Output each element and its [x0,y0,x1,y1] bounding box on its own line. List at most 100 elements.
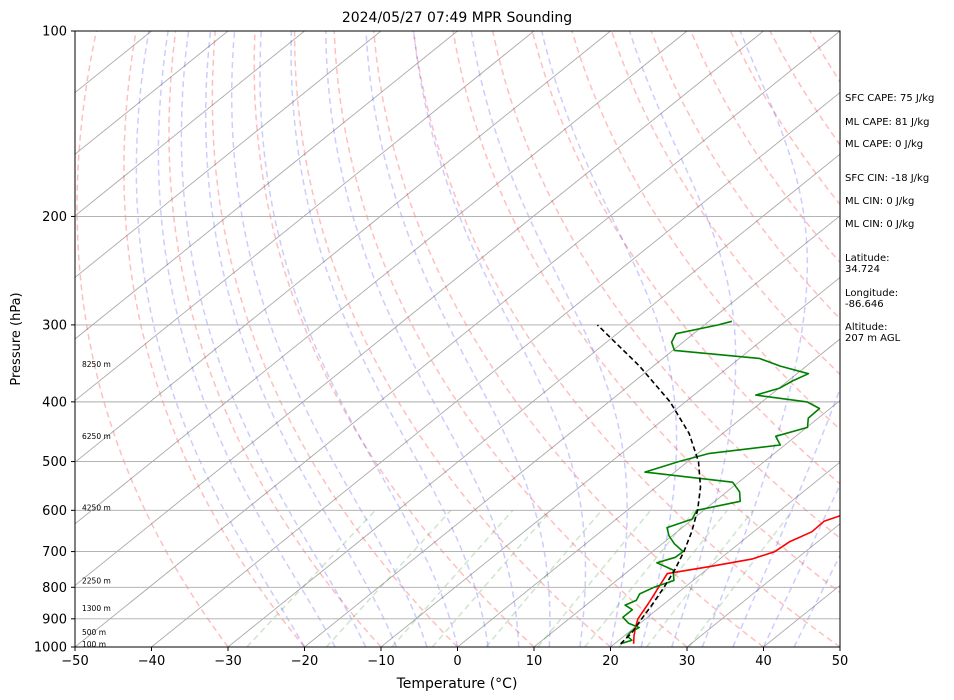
dry-adiabat [253,31,535,647]
isotherm [533,400,840,647]
x-tick-label: −30 [214,654,241,669]
y-tick-label: 100 [42,25,67,40]
height-label: 100 m [82,640,106,649]
longitude-text: Longitude: -86.646 [845,288,899,310]
dry-adiabat [333,31,688,647]
ml-cin-text-2: ML CIN: 0 J/kg [845,219,915,230]
ml-cape-text: ML CAPE: 81 J/kg [845,117,930,128]
height-label: 500 m [82,628,106,637]
dry-adiabat [211,31,459,647]
y-tick-label: 200 [42,210,67,225]
y-axis-ticks: 100 200 300 400 500 600 700 800 900 1000 [34,25,75,656]
y-tick-label: 800 [42,581,67,596]
dry-adiabat [929,31,954,647]
isotherm [457,338,840,647]
dry-adiabat [293,31,611,647]
isotherm [75,31,382,278]
moist-adiabat [135,31,306,647]
altitude-text: Altitude: 207 m AGL [845,322,901,344]
y-tick-label: 300 [42,318,67,333]
isotherm [75,31,840,647]
pressure-grid [75,31,840,620]
parcel-profile-line [596,324,702,645]
mixing-ratio-line [391,509,514,647]
dry-adiabat [571,31,840,431]
x-tick-label: −40 [138,654,165,669]
isotherm [686,523,840,647]
moist-adiabat [732,386,840,647]
isotherm [227,153,840,647]
moist-adiabat [180,31,367,647]
x-tick-label: −10 [367,654,394,669]
x-axis-ticks: −50 −40 −30 −20 −10 0 10 20 30 40 50 [61,647,848,669]
height-label: 1300 m [82,604,111,613]
dry-adiabat [650,31,840,320]
y-tick-label: 1000 [34,641,67,656]
x-tick-label: 30 [679,654,696,669]
mixing-ratio-line [325,509,452,647]
x-tick-label: 10 [526,654,543,669]
isotherm [75,31,611,463]
x-tick-label: 40 [755,654,772,669]
y-axis-label: Pressure (hPa) [9,292,24,385]
temperature-line [632,514,840,644]
moist-adiabat [290,31,489,647]
ml-cin-text: ML CIN: 0 J/kg [845,196,915,207]
x-tick-label: −20 [291,654,318,669]
x-tick-label: −50 [61,654,88,669]
y-tick-label: 400 [42,395,67,410]
isotherm [75,31,229,155]
moist-adiabat [470,31,628,647]
isotherm [304,215,840,647]
height-labels: 100 m 500 m 1300 m 2250 m 4250 m 6250 m 8250 m [82,360,111,649]
mixing-ratio-line [485,509,603,647]
isotherm [75,31,458,340]
mixing-ratio-line [431,509,552,647]
moist-adiabat [412,31,587,647]
x-tick-label: 0 [453,654,461,669]
dry-adiabat [76,31,229,647]
isotherm [151,92,840,647]
isotherm [75,31,764,586]
moist-adiabat [157,31,336,647]
height-label: 4250 m [82,504,111,513]
latitude-text: Latitude: 34.724 [845,253,890,275]
isotherm [75,31,688,525]
moist-adiabat [701,31,809,647]
y-tick-label: 700 [42,545,67,560]
sfc-cin-text: SFC CIN: -18 J/kg [845,173,930,184]
height-label: 8250 m [82,360,111,369]
mixing-ratio-line [688,509,794,647]
sounding-traces [596,320,840,645]
y-tick-label: 600 [42,504,67,519]
sfc-cape-text: SFC CAPE: 75 J/kg [845,93,935,104]
x-tick-label: 20 [602,654,619,669]
dry-adiabat [412,31,840,647]
dewpoint-line [620,320,821,645]
x-tick-label: 50 [832,654,849,669]
dry-adiabat [168,31,382,647]
background-guide-lines [75,31,954,647]
height-label: 2250 m [82,577,111,586]
height-label: 6250 m [82,432,111,441]
y-tick-label: 900 [42,612,67,627]
mixing-ratio-line [537,509,652,647]
dry-adiabat [372,31,764,647]
isotherm [610,461,840,647]
isotherm [75,31,305,217]
chart-title: 2024/05/27 07:49 MPR Sounding [342,10,572,26]
dry-adiabat [123,31,306,647]
moist-adiabat [365,31,551,647]
x-axis-label: Temperature (°C) [396,676,518,692]
y-tick-label: 500 [42,455,67,470]
moist-adiabat [259,31,459,647]
mixing-ratio-line [584,509,696,647]
dry-adiabat [610,31,840,376]
moist-adiabat [325,31,520,647]
dry-adiabat [452,31,840,594]
isotherm [75,31,535,402]
isotherm [380,276,840,647]
moist-adiabat [628,31,737,647]
ml-cape-text-2: ML CAPE: 0 J/kg [845,139,924,150]
